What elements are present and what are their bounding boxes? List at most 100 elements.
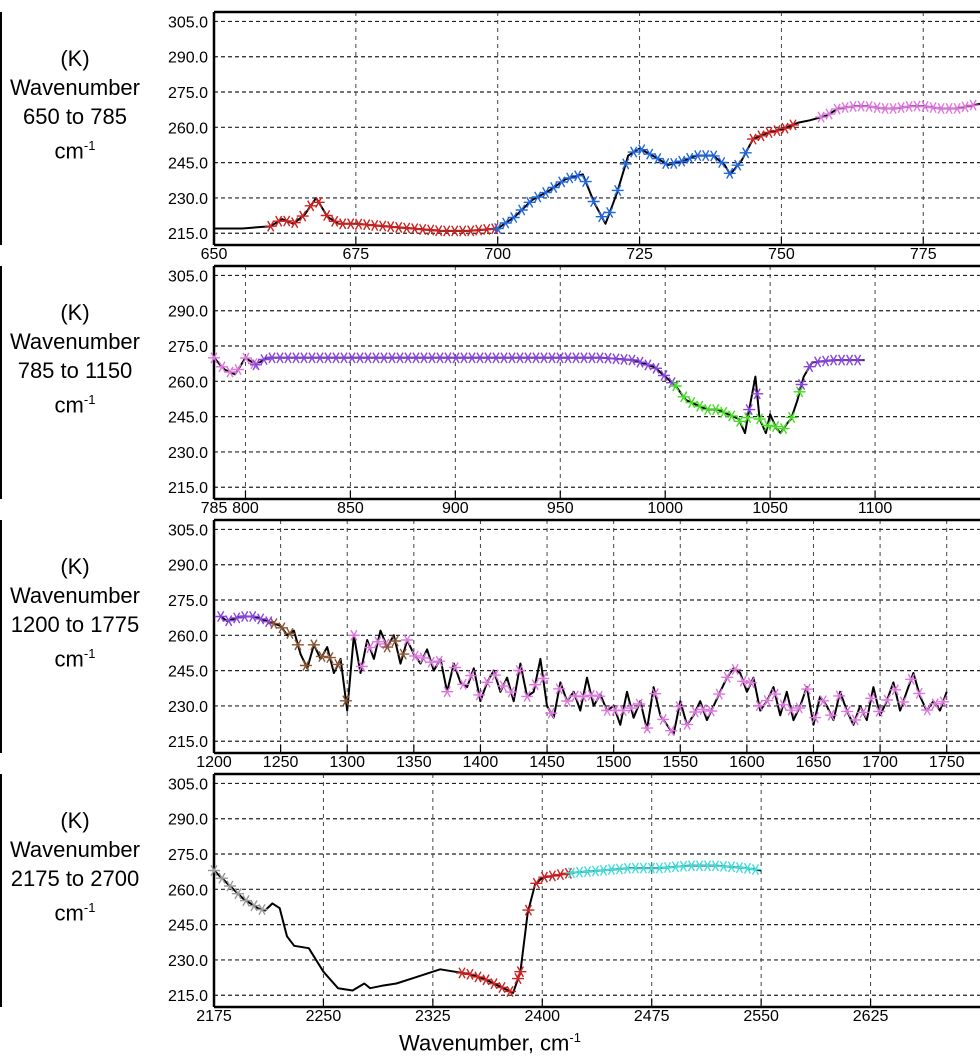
panel-3-marker-point xyxy=(729,663,742,675)
panel-1-marker-point xyxy=(967,99,980,111)
panel-3-marker-point xyxy=(230,612,243,624)
panel-1-marker-point xyxy=(312,196,325,208)
panel-3-marker-point xyxy=(497,680,510,692)
panel-1-marker-point xyxy=(507,211,520,224)
panel-2-marker-point xyxy=(250,359,262,371)
panel-4-ylabel-range: 2175 to 2700 xyxy=(10,866,140,891)
panel-3-marker-point xyxy=(381,641,394,653)
panel-3-marker-point xyxy=(283,627,296,639)
x-axis-title-text: Wavenumber, cm xyxy=(399,1030,570,1056)
panel-2-marker-point xyxy=(709,404,722,416)
panel-3-xtick-label: 1200 xyxy=(196,754,232,771)
panel-1-marker-point xyxy=(739,147,752,159)
panel-3-marker-point xyxy=(409,650,422,662)
panel-2-ytick-label: 245.0 xyxy=(168,410,208,427)
panel-3-marker-point xyxy=(697,703,710,716)
panel-2-marker-point xyxy=(224,366,236,378)
panel-1-marker-point xyxy=(531,191,544,203)
panel-1-xtick-label: 725 xyxy=(626,246,653,263)
panel-1-marker-point xyxy=(515,204,528,216)
panel-3-marker-point xyxy=(417,652,430,664)
panel-3-marker-point xyxy=(673,701,686,713)
panel-3-marker-point xyxy=(275,622,288,634)
panel-3-marker-point xyxy=(457,678,470,690)
panel-2-marker-point xyxy=(793,386,806,398)
panel-2-marker-point xyxy=(258,353,270,366)
panel-1-xtick-label: 650 xyxy=(201,246,228,263)
panel-3-marker-point xyxy=(665,725,678,737)
panel-2-xtick-label: 1100 xyxy=(858,500,893,517)
panel-3-marker-point xyxy=(841,705,854,717)
panel-3-marker-point xyxy=(593,690,606,702)
panel-3-marker-point xyxy=(254,613,267,625)
panel-1-ytick-label: 260.0 xyxy=(168,120,208,137)
panel-3-marker-point xyxy=(473,689,486,701)
panel-4-xtick-label: 2475 xyxy=(634,1008,670,1025)
panel-4-marker-point xyxy=(240,895,252,907)
panel-4-ytick-label: 275.0 xyxy=(168,847,208,864)
panel-2-marker-point xyxy=(819,355,832,367)
panel-3-marker-point xyxy=(689,706,702,718)
panel-3-ylabel-cm: cm-1 xyxy=(0,639,150,673)
panel-3-marker-point xyxy=(745,677,758,689)
panel-3-xtick-label: 1450 xyxy=(529,754,565,771)
panel-2-marker-point xyxy=(650,362,662,374)
panel-4-ylabel-cm: cm-1 xyxy=(0,893,150,927)
panel-3-xtick-label: 1750 xyxy=(929,754,965,771)
panel-1-ylabel-name: Wavenumber xyxy=(9,75,140,100)
panel-2-ylabel-unit: (K) xyxy=(60,300,90,325)
x-axis-title-exp: -1 xyxy=(569,1030,581,1045)
panel-1-marker-point xyxy=(491,222,504,235)
panel-1-marker-point xyxy=(683,152,696,164)
panel-3-ylabel-range: 1200 to 1775 xyxy=(10,612,140,637)
panel-1-ylabel-cm-text: cm xyxy=(54,138,84,164)
panel-3-marker-point xyxy=(633,698,646,710)
panel-2-xtick-label: 950 xyxy=(547,500,574,517)
panel-3-marker-point xyxy=(825,709,838,721)
panel-4-marker-point xyxy=(504,985,516,997)
panel-3-marker-point xyxy=(649,688,662,700)
panel-1-marker-point xyxy=(831,103,844,115)
panel-3-ylabel-unit: (K) xyxy=(60,554,90,579)
panel-4-marker-point xyxy=(456,967,468,979)
panel-3-marker-point xyxy=(937,696,950,708)
panel-1-marker-point xyxy=(320,209,333,222)
panel-1-marker-point xyxy=(959,101,972,113)
panel-1-xtick-label: 750 xyxy=(768,246,795,263)
panel-3-marker-point xyxy=(481,676,494,688)
panel-1-marker-point xyxy=(675,155,688,167)
panel-4-ytick-label: 245.0 xyxy=(168,918,208,935)
panel-1-xtick-label: 675 xyxy=(343,246,370,263)
panel-2-xtick-label: 900 xyxy=(442,500,469,517)
panel-4-xtick-label: 2400 xyxy=(524,1008,560,1025)
panel-2-marker-point xyxy=(785,411,798,423)
panel-3-marker-point xyxy=(641,722,654,734)
panel-1-marker-point xyxy=(771,125,783,137)
panel-1-marker-point xyxy=(887,102,900,115)
panel-1-marker-point xyxy=(651,153,664,165)
panel-3-marker-point xyxy=(521,690,534,702)
panel-3-ytick-label: 275.0 xyxy=(168,593,208,610)
panel-4-marker-point xyxy=(512,973,524,985)
panel-3-marker-point xyxy=(553,683,566,695)
panel-3-marker-point xyxy=(585,689,598,701)
panel-1-marker-point xyxy=(635,144,648,156)
panel-3-ylabel-exp: -1 xyxy=(83,646,96,661)
panel-3-ylabel-cm-text: cm xyxy=(54,646,84,672)
panel-1-marker-point xyxy=(595,211,608,223)
panel-4-marker-point xyxy=(530,877,543,889)
panel-3-marker-point xyxy=(809,712,822,724)
panel-1-marker-point xyxy=(715,156,728,169)
panel-1-marker-point xyxy=(499,217,512,229)
panel-3-marker-point xyxy=(291,639,304,651)
panel-1-ytick-label: 305.0 xyxy=(168,14,208,31)
panel-1-marker-point xyxy=(643,148,656,160)
panel-3-marker-point xyxy=(929,698,942,710)
panel-2-xtick-label: 800 xyxy=(232,500,259,517)
panel-3-marker-point xyxy=(401,634,414,646)
panel-2-marker-point xyxy=(725,410,738,422)
panel-4-marker-point xyxy=(741,862,754,874)
panel-2-xtick-label: 850 xyxy=(337,500,364,517)
panel-3-marker-point xyxy=(339,695,352,707)
panel-4-ytick-label: 305.0 xyxy=(168,776,208,793)
